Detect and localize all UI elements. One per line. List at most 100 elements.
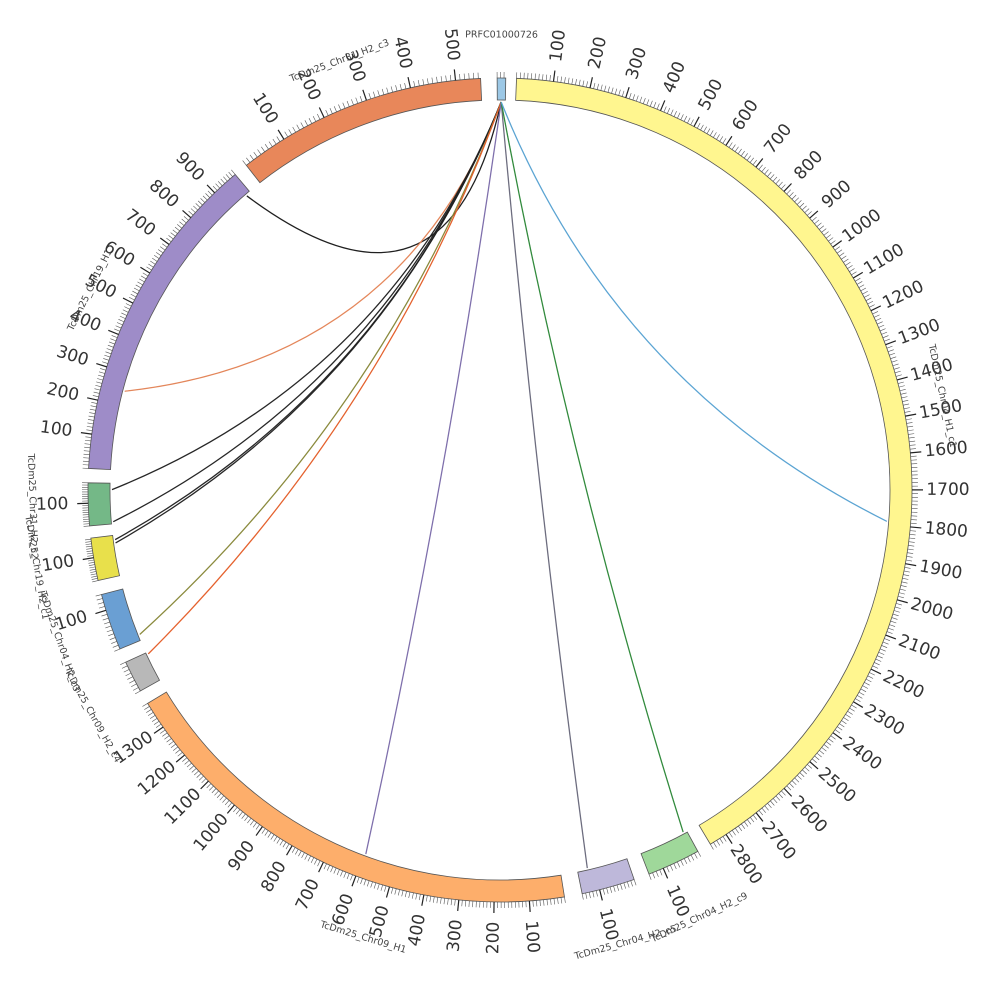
minor-tick [127, 676, 133, 680]
minor-tick [219, 795, 225, 801]
minor-tick [557, 897, 559, 904]
major-tick [832, 240, 843, 248]
minor-tick [107, 344, 114, 348]
minor-tick [546, 899, 548, 906]
minor-tick [270, 834, 275, 840]
minor-tick [157, 249, 164, 254]
minor-tick [89, 568, 96, 571]
minor-tick [223, 176, 228, 182]
minor-tick [864, 294, 870, 298]
link-outline [500, 101, 887, 522]
minor-tick [728, 142, 733, 148]
tick-label: 1700 [926, 480, 969, 500]
major-tick [153, 726, 164, 734]
minor-tick [764, 169, 769, 175]
minor-tick [627, 881, 630, 888]
minor-tick [588, 892, 591, 899]
minor-tick [902, 399, 909, 402]
minor-tick [811, 216, 817, 222]
major-tick [175, 754, 185, 763]
tick-label: 1800 [924, 518, 969, 542]
link-outline [500, 101, 684, 833]
minor-tick [673, 111, 677, 117]
minor-tick [128, 296, 135, 301]
minor-tick [826, 741, 832, 746]
minor-tick [147, 712, 154, 716]
minor-tick [242, 160, 247, 166]
minor-tick [687, 856, 691, 863]
minor-tick [463, 73, 465, 80]
minor-tick [886, 631, 893, 634]
minor-tick [752, 814, 758, 820]
minor-tick [329, 108, 333, 114]
minor-tick [355, 97, 359, 104]
minor-tick [862, 685, 868, 689]
minor-tick [903, 574, 910, 577]
minor-tick [191, 768, 197, 773]
minor-tick [129, 680, 135, 684]
minor-tick [655, 871, 659, 877]
tick-label: 100 [595, 907, 622, 943]
minor-tick [673, 863, 677, 870]
minor-tick [377, 90, 380, 97]
tick-label: 800 [790, 147, 827, 184]
minor-tick [786, 189, 791, 195]
minor-tick [889, 624, 896, 627]
minor-tick [855, 698, 861, 702]
minor-tick [581, 893, 584, 900]
major-tick [159, 237, 170, 246]
minor-tick [869, 672, 875, 676]
minor-tick [86, 552, 93, 555]
minor-tick [252, 822, 257, 828]
minor-tick [839, 252, 845, 257]
contig-segment-TcDm25_Chr09_H2_c4 [125, 652, 161, 692]
minor-tick [92, 580, 99, 583]
minor-tick [261, 146, 265, 152]
minor-tick [865, 678, 872, 683]
minor-tick [749, 157, 754, 163]
tick-label: 300 [54, 342, 91, 371]
major-tick [318, 861, 324, 873]
minor-tick [216, 793, 222, 798]
minor-tick [728, 832, 733, 838]
minor-tick [121, 312, 127, 316]
minor-tick [775, 795, 781, 801]
minor-tick [436, 897, 439, 904]
minor-tick [103, 621, 110, 625]
minor-tick [758, 164, 763, 170]
minor-tick [744, 821, 749, 827]
minor-tick [133, 287, 140, 292]
tick-label: 900 [171, 148, 208, 185]
minor-tick [132, 290, 138, 295]
minor-tick [900, 392, 907, 395]
minor-tick [767, 171, 772, 177]
minor-tick [86, 426, 93, 428]
minor-tick [649, 100, 653, 107]
tick-label: 1100 [161, 784, 206, 829]
minor-tick [231, 169, 236, 175]
minor-tick [342, 102, 346, 109]
major-tick [599, 889, 603, 901]
minor-tick [154, 254, 160, 259]
minor-tick [228, 171, 233, 177]
minor-tick [799, 772, 805, 777]
minor-tick [391, 887, 394, 894]
tick-label: 2700 [757, 818, 800, 864]
major-tick [385, 886, 391, 898]
minor-tick [205, 193, 210, 198]
minor-tick [860, 287, 867, 292]
minor-tick [578, 79, 581, 86]
minor-tick [600, 84, 603, 91]
minor-tick [719, 136, 724, 142]
minor-tick [646, 99, 650, 106]
major-tick [421, 894, 425, 906]
segments-layer [87, 77, 913, 903]
minor-tick [680, 860, 684, 866]
minor-tick [807, 764, 812, 769]
minor-tick [802, 769, 807, 775]
minor-tick [873, 314, 880, 318]
minor-tick [84, 538, 91, 541]
minor-tick [545, 74, 548, 81]
minor-tick [907, 552, 914, 554]
minor-tick [90, 571, 97, 573]
